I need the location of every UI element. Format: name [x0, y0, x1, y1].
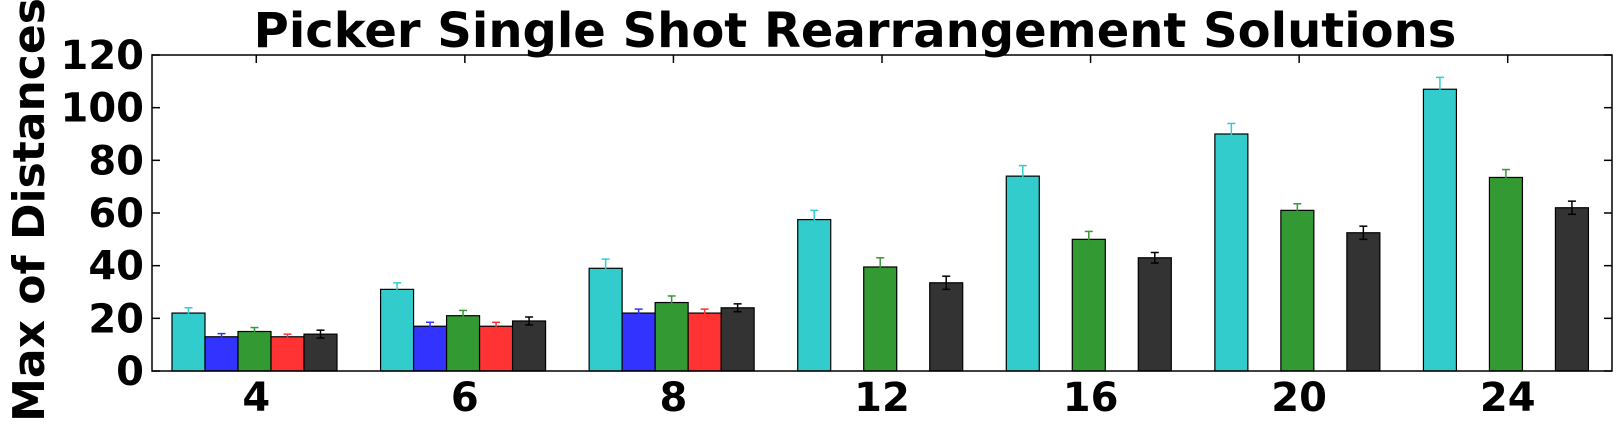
bar	[171, 312, 206, 372]
y-tick-label: 80	[88, 138, 144, 184]
x-tick-label: 6	[451, 375, 479, 421]
bar	[478, 325, 514, 372]
plot-frame	[151, 54, 1613, 372]
bar	[1422, 88, 1458, 372]
y-tick-label: 60	[88, 191, 144, 237]
y-tick-label: 40	[88, 244, 144, 290]
bar	[797, 218, 832, 372]
bar	[687, 312, 722, 372]
bar	[588, 267, 623, 372]
bar	[1346, 232, 1381, 372]
x-tick-label: 12	[854, 375, 910, 421]
y-tick-label: 100	[61, 86, 145, 132]
bar	[1071, 238, 1106, 372]
y-tick-label: 120	[61, 33, 145, 79]
x-tick-label: 20	[1271, 375, 1327, 421]
bar	[303, 333, 338, 372]
bar	[1554, 207, 1590, 372]
bar	[445, 315, 481, 372]
bar	[270, 336, 305, 372]
bar	[621, 312, 656, 372]
y-axis-label: Max of Distances	[4, 0, 55, 422]
bar	[654, 301, 689, 372]
bar	[1280, 209, 1315, 372]
bar	[412, 325, 448, 372]
x-tick-label: 4	[242, 375, 270, 421]
bar	[863, 266, 898, 372]
bar	[379, 288, 415, 372]
x-tick-label: 8	[660, 375, 688, 421]
y-tick-label: 20	[88, 296, 144, 342]
chart-title: Picker Single Shot Rearrangement Solutio…	[254, 3, 1457, 59]
bar	[204, 336, 239, 372]
x-tick-label: 16	[1063, 375, 1119, 421]
bar	[720, 307, 755, 372]
bar	[1488, 176, 1524, 372]
bar	[237, 330, 272, 372]
bar	[929, 282, 964, 372]
bar	[1214, 133, 1249, 372]
bar	[1005, 175, 1040, 372]
bar	[511, 320, 547, 372]
x-tick-label: 24	[1480, 375, 1536, 421]
plot-area: 0 20 40 60 80 100 120 4 6 8 12 16 20 24	[61, 33, 1612, 421]
y-tick-label: 0	[116, 349, 144, 395]
bar	[1137, 257, 1172, 372]
